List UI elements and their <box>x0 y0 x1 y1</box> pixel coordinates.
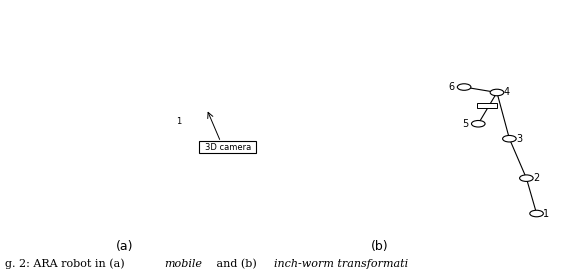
Circle shape <box>503 135 516 142</box>
Circle shape <box>490 89 504 96</box>
Text: 2: 2 <box>533 173 539 183</box>
Text: 1: 1 <box>543 209 550 218</box>
FancyBboxPatch shape <box>199 141 256 153</box>
Text: 5: 5 <box>462 119 469 129</box>
Text: (b): (b) <box>370 240 388 253</box>
Text: 6: 6 <box>448 82 454 92</box>
Circle shape <box>520 175 533 181</box>
Text: and (b): and (b) <box>213 259 260 269</box>
Text: mobile: mobile <box>164 259 202 269</box>
Text: 3: 3 <box>516 134 522 144</box>
Circle shape <box>471 120 485 127</box>
Text: (a): (a) <box>116 240 133 253</box>
Text: inch-worm transformati: inch-worm transformati <box>274 259 408 269</box>
Bar <box>477 103 497 108</box>
Circle shape <box>457 84 471 90</box>
Text: g. 2: ARA robot in (a): g. 2: ARA robot in (a) <box>5 259 128 269</box>
Circle shape <box>530 210 543 217</box>
Text: 4: 4 <box>504 88 510 97</box>
Text: 1: 1 <box>175 116 181 126</box>
Text: 3D camera: 3D camera <box>205 143 251 152</box>
